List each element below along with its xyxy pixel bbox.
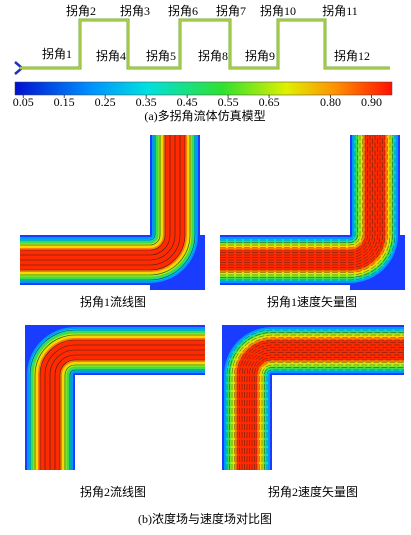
vector-line bbox=[220, 135, 361, 246]
bend-label: 拐角8 bbox=[198, 48, 228, 63]
colorbar-tick-label: 0.05 bbox=[13, 95, 34, 109]
vector-line bbox=[256, 359, 404, 470]
bend-label: 拐角7 bbox=[216, 3, 246, 18]
streamline bbox=[69, 369, 205, 470]
vector-line bbox=[220, 135, 381, 266]
streamline bbox=[20, 135, 161, 246]
flow-panel bbox=[20, 135, 205, 290]
vector-line bbox=[259, 362, 404, 470]
flow-panel bbox=[25, 325, 205, 470]
vector-line bbox=[220, 135, 396, 281]
vector-line bbox=[220, 135, 393, 278]
streamline bbox=[49, 349, 205, 470]
bend-label: 拐角11 bbox=[322, 3, 358, 18]
vector-line bbox=[220, 135, 378, 263]
colorbar-tick-label: 0.35 bbox=[136, 95, 157, 109]
vector-line bbox=[220, 135, 376, 261]
panel-caption: 拐角1流线图 bbox=[80, 294, 146, 309]
streamline bbox=[59, 359, 205, 470]
streamline bbox=[20, 135, 166, 251]
colorbar-tick-label: 0.65 bbox=[259, 95, 280, 109]
streamline bbox=[20, 135, 196, 281]
streamline bbox=[39, 339, 205, 470]
streamline bbox=[20, 135, 156, 241]
flow-panel bbox=[220, 135, 405, 290]
vector-line bbox=[229, 332, 404, 470]
colorbar-tick-label: 0.90 bbox=[361, 95, 382, 109]
bend-label: 拐角9 bbox=[245, 48, 275, 63]
vector-line bbox=[241, 344, 404, 470]
bend-label: 拐角12 bbox=[334, 48, 370, 63]
vector-line bbox=[266, 369, 404, 470]
vector-line bbox=[246, 349, 404, 470]
streamline bbox=[34, 334, 205, 470]
streamline bbox=[20, 135, 181, 266]
caption-b: (b)浓度场与速度场对比图 bbox=[138, 511, 272, 526]
vector-line bbox=[231, 334, 404, 470]
vector-line bbox=[244, 347, 404, 470]
streamline bbox=[29, 329, 205, 470]
panels bbox=[20, 135, 405, 470]
streamline bbox=[20, 135, 171, 256]
vector-line bbox=[220, 135, 388, 273]
streamline bbox=[20, 135, 191, 276]
colorbar-tick-label: 0.25 bbox=[95, 95, 116, 109]
vector-line bbox=[220, 135, 386, 271]
vector-line bbox=[220, 135, 366, 251]
panel-caption: 拐角2速度矢量图 bbox=[268, 484, 358, 499]
pipe-core bbox=[20, 19, 390, 69]
vector-line bbox=[234, 337, 404, 470]
panel-caption: 拐角1速度矢量图 bbox=[267, 294, 357, 309]
vector-line bbox=[226, 329, 404, 470]
bend-label: 拐角3 bbox=[120, 3, 150, 18]
colorbar-tick-label: 0.15 bbox=[54, 95, 75, 109]
bend-label: 拐角6 bbox=[168, 3, 198, 18]
streamline bbox=[44, 344, 205, 470]
vector-line bbox=[261, 364, 404, 470]
streamline bbox=[20, 135, 176, 261]
streamline bbox=[20, 135, 186, 271]
flow-panel bbox=[222, 325, 404, 470]
streamline bbox=[54, 354, 205, 470]
vector-line bbox=[220, 135, 391, 276]
bend-label: 拐角4 bbox=[96, 48, 126, 63]
panel-caption: 拐角2流线图 bbox=[80, 484, 146, 499]
colorbar-tick-label: 0.80 bbox=[320, 95, 341, 109]
vector-line bbox=[249, 352, 404, 470]
caption-a: (a)多拐角流体仿真模型 bbox=[144, 108, 265, 123]
bend-label: 拐角2 bbox=[66, 3, 96, 18]
vector-line bbox=[220, 135, 373, 258]
bend-label: 拐角10 bbox=[260, 3, 296, 18]
vector-line bbox=[220, 135, 368, 253]
vector-line bbox=[220, 135, 363, 248]
colorbar-tick-label: 0.55 bbox=[218, 95, 239, 109]
colorbar-tick-label: 0.45 bbox=[177, 95, 198, 109]
streamline bbox=[64, 364, 205, 470]
vector-line bbox=[220, 135, 383, 268]
vector-line bbox=[251, 354, 404, 470]
vector-line bbox=[220, 135, 358, 243]
vector-line bbox=[220, 135, 356, 241]
bend-label: 拐角1 bbox=[42, 46, 72, 61]
vector-line bbox=[236, 339, 404, 470]
colorbar bbox=[14, 81, 393, 96]
vector-line bbox=[239, 342, 404, 470]
vector-line bbox=[264, 367, 404, 470]
vector-line bbox=[220, 135, 371, 256]
vector-line bbox=[254, 357, 404, 470]
bend-label: 拐角5 bbox=[146, 48, 176, 63]
